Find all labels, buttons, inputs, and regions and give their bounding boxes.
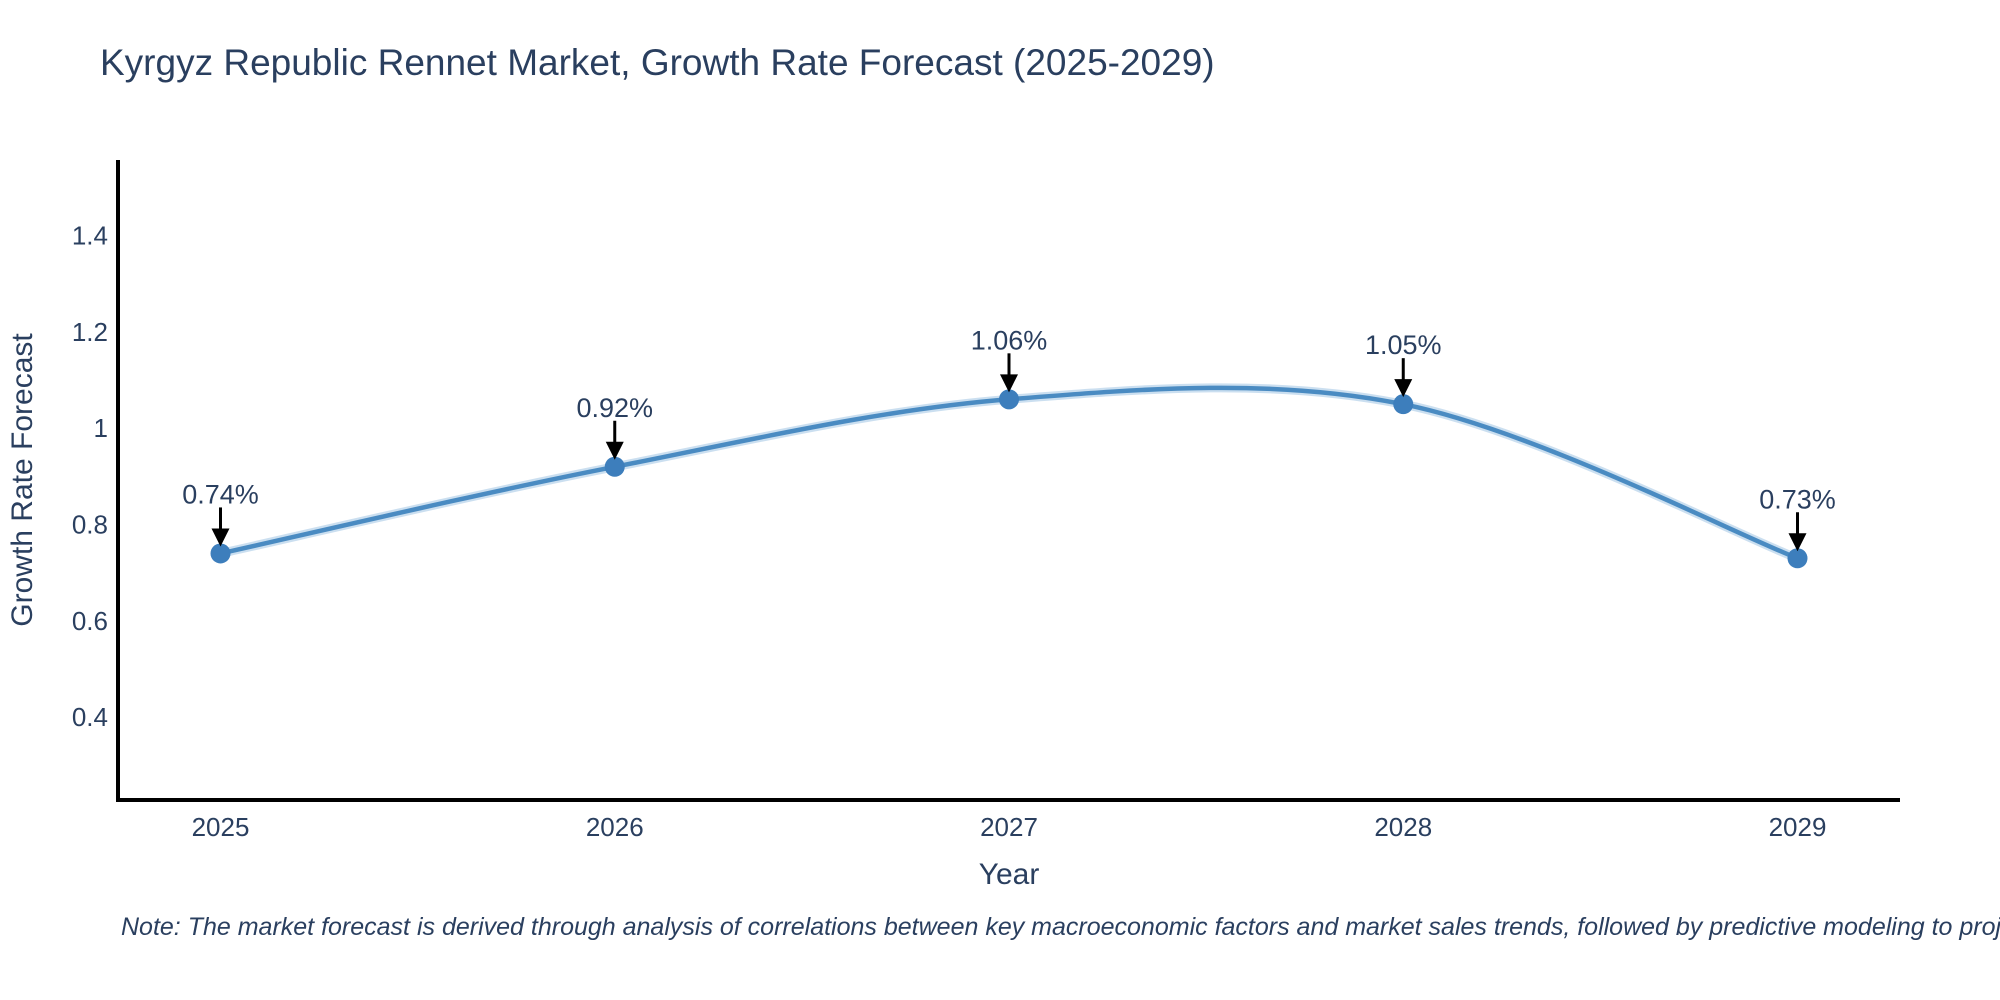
x-axis-title: Year — [979, 858, 1040, 891]
annotation-label: 0.92% — [576, 393, 653, 423]
annotation-arrow-head — [1000, 374, 1018, 393]
y-tick-label: 1.2 — [72, 317, 108, 347]
data-point-marker[interactable] — [210, 543, 231, 564]
data-point-marker[interactable] — [1393, 394, 1414, 415]
data-point-marker[interactable] — [1787, 548, 1808, 569]
annotation-label: 1.06% — [971, 325, 1048, 355]
data-point-marker[interactable] — [999, 389, 1019, 410]
annotation-arrow-head — [605, 441, 624, 460]
y-axis-title: Growth Rate Forecast — [6, 333, 39, 627]
forecast-line — [218, 385, 1800, 561]
forecast-line-halo — [216, 383, 1802, 563]
annotation-arrow-head — [211, 528, 230, 547]
chart-title: Kyrgyz Republic Rennet Market, Growth Ra… — [100, 42, 1215, 83]
y-tick-label: 0.6 — [72, 606, 108, 636]
annotation-label: 0.74% — [182, 479, 259, 509]
annotation-arrow-head — [1394, 379, 1413, 398]
x-tick-label: 2028 — [1374, 812, 1432, 842]
x-tick-label: 2026 — [586, 812, 644, 842]
annotation-label: 0.73% — [1759, 484, 1836, 514]
annotation-arrow-head — [1788, 533, 1807, 552]
annotation-label: 1.05% — [1365, 330, 1442, 360]
y-tick-label: 0.4 — [72, 702, 108, 732]
x-tick-label: 2029 — [1769, 812, 1827, 842]
y-tick-label: 1.4 — [72, 221, 108, 251]
x-tick-label: 2025 — [192, 812, 250, 842]
x-tick-label: 2027 — [980, 812, 1038, 842]
footnote: Note: The market forecast is derived thr… — [121, 913, 2000, 941]
y-tick-label: 1 — [94, 413, 108, 443]
data-point-marker[interactable] — [604, 456, 625, 477]
y-tick-label: 0.8 — [72, 510, 108, 540]
